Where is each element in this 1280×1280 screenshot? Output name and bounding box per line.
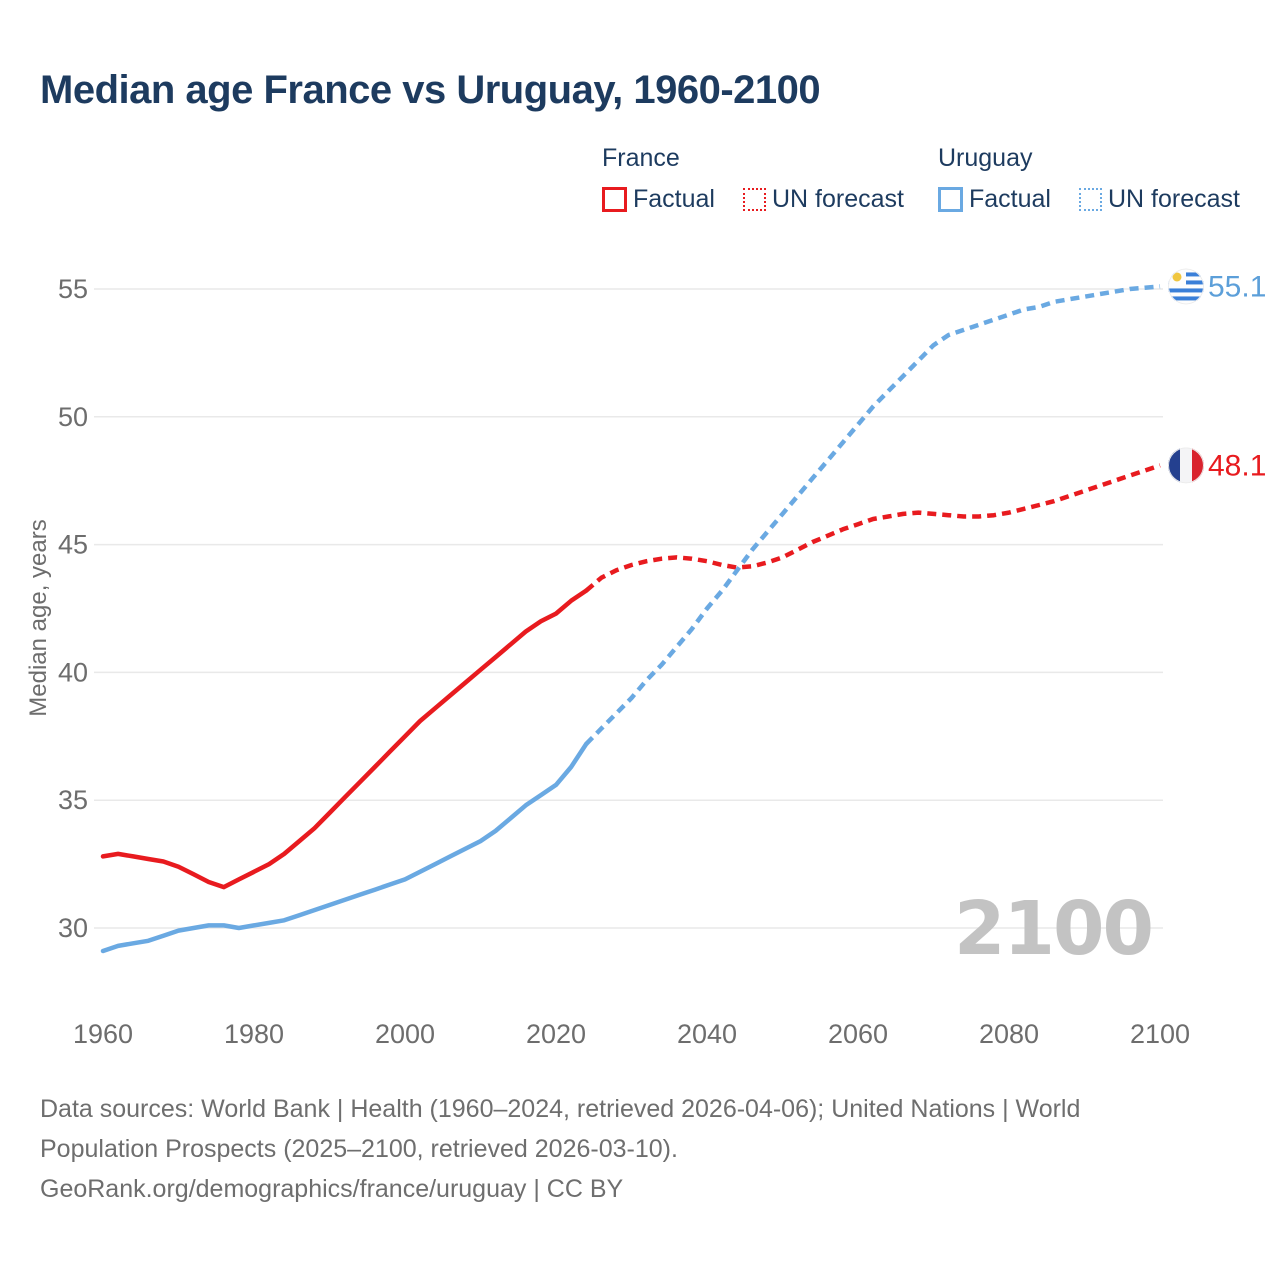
x-tick-label: 1960 bbox=[73, 1019, 133, 1049]
x-tick-label: 2000 bbox=[375, 1019, 435, 1049]
legend-item-france-factual: Factual bbox=[602, 185, 715, 214]
y-tick-label: 45 bbox=[58, 530, 88, 560]
footer-line-2: Population Prospects (2025–2100, retriev… bbox=[40, 1135, 678, 1163]
end-value-france: 48.1 bbox=[1208, 449, 1266, 482]
line-france-factual bbox=[100, 588, 589, 890]
legend-item-france-forecast: UN forecast bbox=[742, 185, 904, 214]
x-tick-label: 2100 bbox=[1130, 1019, 1190, 1049]
legend-swatch-france-forecast bbox=[742, 188, 766, 211]
legend-swatch-france-factual bbox=[602, 187, 627, 212]
page-title: Median age France vs Uruguay, 1960-2100 bbox=[40, 68, 821, 112]
line-uruguay-un-forecast bbox=[584, 284, 1161, 746]
legend-label-uruguay-factual: Factual bbox=[969, 185, 1051, 213]
watermark-year: 2100 bbox=[954, 886, 1154, 972]
legend-item-uruguay-forecast: UN forecast bbox=[1078, 185, 1240, 214]
legend-swatch-uruguay-factual bbox=[938, 187, 963, 212]
y-tick-label: 35 bbox=[58, 785, 88, 815]
line-france-un-forecast bbox=[584, 463, 1161, 593]
footer: Data sources: World Bank | Health (1960–… bbox=[40, 1089, 1080, 1209]
y-axis-title: Median age, years bbox=[25, 519, 52, 716]
y-tick-label: 30 bbox=[58, 913, 88, 943]
legend-row-france: Factual UN forecast bbox=[602, 185, 904, 214]
x-tick-label: 2080 bbox=[979, 1019, 1039, 1049]
y-tick-label: 40 bbox=[58, 657, 88, 687]
x-tick-label: 2020 bbox=[526, 1019, 586, 1049]
france-flag-icon bbox=[1168, 447, 1204, 484]
x-tick-label: 2040 bbox=[677, 1019, 737, 1049]
legend-header-uruguay: Uruguay bbox=[938, 144, 1033, 172]
legend-swatch-uruguay-forecast bbox=[1078, 188, 1102, 211]
legend-label-france-forecast: UN forecast bbox=[771, 185, 904, 213]
legend-row-uruguay: Factual UN forecast bbox=[938, 185, 1240, 214]
line-uruguay-factual bbox=[100, 741, 589, 954]
y-tick-label: 55 bbox=[58, 274, 88, 304]
legend-group-france: France Factual UN forecast bbox=[602, 144, 904, 214]
footer-line-3: GeoRank.org/demographics/france/uruguay … bbox=[40, 1175, 624, 1203]
footer-line-1: Data sources: World Bank | Health (1960–… bbox=[40, 1095, 1081, 1123]
legend-label-uruguay-forecast: UN forecast bbox=[1107, 185, 1240, 213]
legend-label-france-factual: Factual bbox=[633, 185, 715, 213]
y-tick-label: 50 bbox=[58, 402, 88, 432]
legend-item-uruguay-factual: Factual bbox=[938, 185, 1051, 214]
x-tick-label: 1980 bbox=[224, 1019, 284, 1049]
legend-header-france: France bbox=[602, 144, 680, 172]
legend-group-uruguay: Uruguay Factual UN forecast bbox=[938, 144, 1240, 214]
x-tick-label: 2060 bbox=[828, 1019, 888, 1049]
end-value-uruguay: 55.1 bbox=[1208, 270, 1266, 303]
uruguay-flag-icon bbox=[1168, 268, 1204, 305]
